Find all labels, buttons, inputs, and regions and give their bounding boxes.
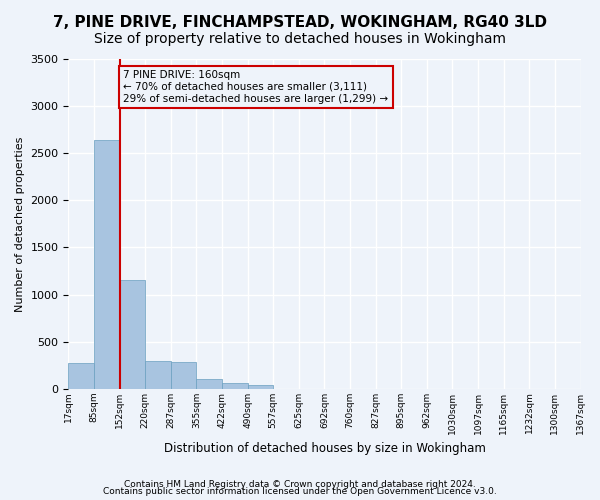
Bar xyxy=(145,362,171,389)
Y-axis label: Number of detached properties: Number of detached properties xyxy=(15,136,25,312)
Text: 7 PINE DRIVE: 160sqm
← 70% of detached houses are smaller (3,111)
29% of semi-de: 7 PINE DRIVE: 160sqm ← 70% of detached h… xyxy=(124,70,389,104)
Text: 7, PINE DRIVE, FINCHAMPSTEAD, WOKINGHAM, RG40 3LD: 7, PINE DRIVE, FINCHAMPSTEAD, WOKINGHAM,… xyxy=(53,15,547,30)
Text: Contains HM Land Registry data © Crown copyright and database right 2024.: Contains HM Land Registry data © Crown c… xyxy=(124,480,476,489)
X-axis label: Distribution of detached houses by size in Wokingham: Distribution of detached houses by size … xyxy=(164,442,485,455)
Bar xyxy=(119,280,145,389)
Bar xyxy=(196,379,222,389)
Bar xyxy=(68,364,94,389)
Text: Contains public sector information licensed under the Open Government Licence v3: Contains public sector information licen… xyxy=(103,487,497,496)
Bar xyxy=(94,140,119,389)
Text: Size of property relative to detached houses in Wokingham: Size of property relative to detached ho… xyxy=(94,32,506,46)
Bar xyxy=(248,385,273,389)
Bar xyxy=(222,383,248,389)
Bar xyxy=(171,362,196,389)
